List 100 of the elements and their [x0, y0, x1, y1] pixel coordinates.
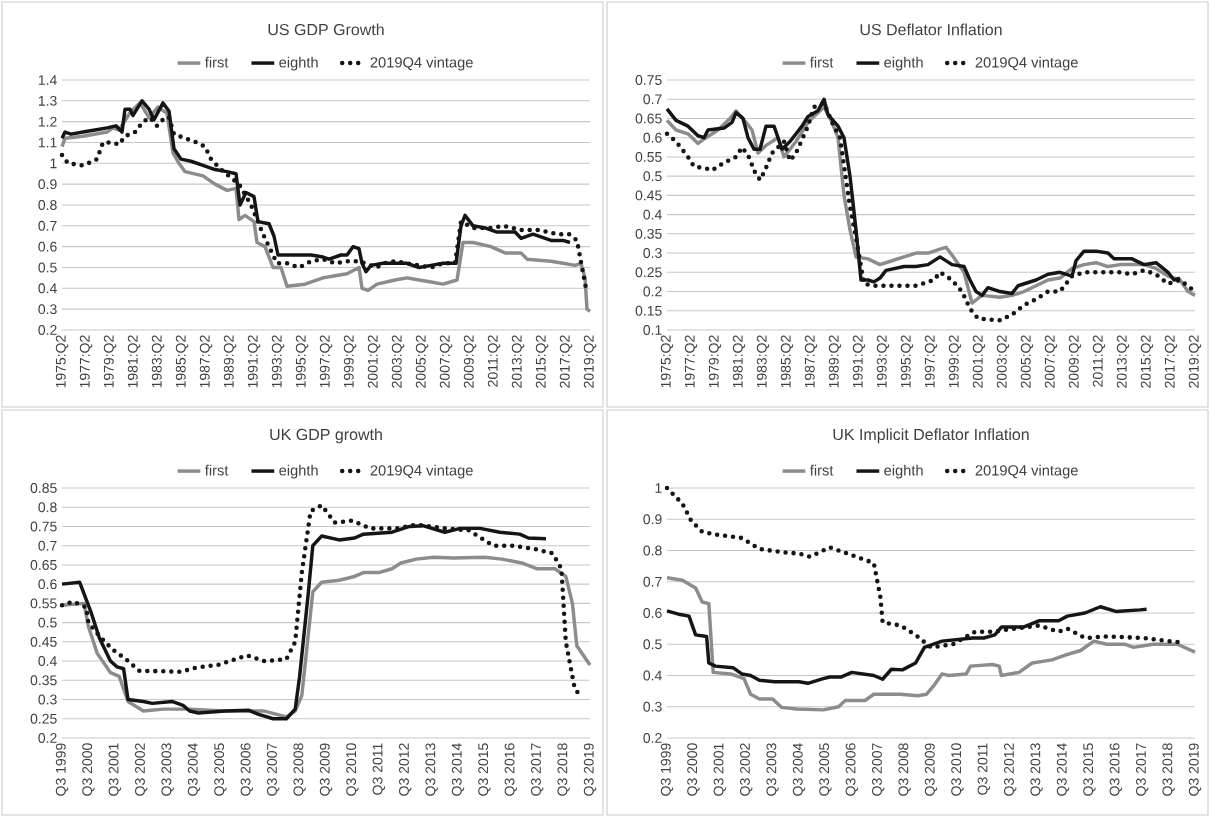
x-tick-label: 1999:Q2 — [948, 335, 962, 388]
x-tick-label: 2007:Q2 — [1044, 335, 1058, 388]
x-tick-label: 1995:Q2 — [900, 335, 914, 388]
legend-label: first — [205, 56, 229, 68]
y-tick-label: 1 — [50, 158, 57, 169]
x-tick-label: 1995:Q2 — [295, 335, 309, 388]
x-tick-label: Q3 2001 — [108, 743, 122, 796]
y-tick-label: 0.15 — [635, 305, 662, 316]
x-tick-label: Q3 2003 — [161, 743, 174, 796]
y-tick-label: 0.75 — [30, 521, 57, 532]
x-tick-label: 2003:Q2 — [391, 335, 405, 388]
y-tick-label: 0.85 — [30, 483, 57, 493]
y-tick-label: 0.8 — [38, 502, 57, 513]
x-tick-label: Q3 2004 — [187, 743, 201, 796]
x-tick-label: Q3 2010 — [346, 743, 359, 796]
y-tick-label: 0.35 — [30, 675, 57, 686]
x-tick-label: 2015:Q2 — [535, 335, 549, 388]
x-tick-label: 1975:Q2 — [55, 335, 69, 388]
y-tick-label: 1.1 — [38, 137, 57, 148]
y-tick-label: 0.6 — [643, 132, 662, 143]
x-tick-label: Q3 2002 — [740, 743, 753, 796]
y-tick-label: 0.2 — [643, 733, 662, 743]
y-tick-label: 0.2 — [38, 325, 57, 335]
x-tick-label: 2017:Q2 — [559, 335, 573, 388]
x-tick-label: 1999:Q2 — [343, 335, 357, 388]
y-tick-label: 1.2 — [38, 116, 57, 127]
x-tick-label: Q3 2011 — [372, 743, 386, 795]
x-tick-label: Q3 2013 — [425, 743, 438, 796]
x-tick-label: Q3 2001 — [713, 743, 727, 796]
y-tick-label: 0.9 — [38, 179, 57, 190]
x-tick-label: Q3 2014 — [451, 743, 465, 796]
x-tick-label: 1983:Q2 — [151, 335, 165, 388]
x-tick-label: 1989:Q2 — [828, 335, 842, 388]
y-tick-label: 0.75 — [635, 75, 662, 85]
x-tick-label: Q3 2000 — [687, 743, 700, 796]
y-tick-label: 0.3 — [38, 304, 57, 315]
y-tick-label: 0.6 — [38, 241, 57, 252]
y-tick-label: 0.7 — [38, 220, 57, 231]
x-tick-label: Q3 2005 — [214, 743, 227, 796]
y-tick-label: 1 — [655, 483, 662, 493]
x-tick-label: 1997:Q2 — [924, 335, 938, 388]
x-tick-label: 2013:Q2 — [1116, 335, 1130, 388]
y-tick-label: 0.3 — [38, 694, 57, 705]
legend-label: 2019Q4 vintage — [975, 56, 1078, 71]
chart-title: US GDP Growth — [268, 23, 384, 36]
y-tick-label: 0.5 — [38, 262, 57, 273]
y-tick-label: 0.4 — [643, 209, 662, 220]
x-tick-label: Q3 1999 — [55, 743, 69, 796]
x-tick-label: 2017:Q2 — [1164, 335, 1178, 388]
x-tick-label: Q3 2017 — [531, 743, 544, 796]
y-tick-label: 0.25 — [30, 713, 57, 724]
x-tick-label: Q3 2012 — [399, 743, 412, 796]
y-tick-label: 0.6 — [38, 579, 57, 590]
x-tick-label: 1993:Q2 — [876, 335, 890, 388]
legend-label: eighth — [279, 464, 318, 479]
x-tick-label: Q3 2000 — [82, 743, 95, 796]
legend-label: eighth — [884, 56, 923, 71]
x-tick-label: 1981:Q2 — [127, 335, 141, 388]
x-tick-label: Q3 2008 — [898, 743, 911, 796]
y-tick-label: 0.5 — [643, 171, 662, 182]
x-tick-label: 2011:Q2 — [487, 335, 501, 387]
x-tick-label: 1991:Q2 — [247, 335, 261, 388]
x-tick-label: 1989:Q2 — [223, 335, 237, 388]
x-tick-label: Q3 2003 — [766, 743, 779, 796]
y-tick-label: 0.3 — [643, 248, 662, 259]
legend-label: 2019Q4 vintage — [370, 464, 473, 479]
y-tick-label: 0.45 — [635, 190, 662, 201]
y-tick-label: 0.6 — [643, 608, 662, 618]
legend-label: first — [809, 464, 834, 476]
chart-title: US Deflator Inflation — [860, 23, 1002, 36]
y-tick-label: 0.2 — [643, 286, 662, 297]
y-tick-label: 0.9 — [643, 514, 662, 525]
y-tick-label: 0.8 — [643, 545, 662, 556]
x-tick-label: 2019:Q2 — [583, 335, 597, 388]
x-tick-label: Q3 2014 — [1056, 743, 1070, 796]
x-tick-label: 1987:Q2 — [199, 335, 213, 388]
legend-label: eighth — [279, 56, 318, 71]
legend-label: eighth — [884, 464, 923, 479]
x-tick-label: 1997:Q2 — [319, 335, 333, 388]
y-tick-label: 0.65 — [635, 113, 662, 124]
y-tick-label: 0.7 — [643, 94, 662, 105]
x-tick-label: 1985:Q2 — [175, 335, 189, 388]
x-tick-label: 2013:Q2 — [511, 335, 525, 388]
y-tick-label: 0.65 — [30, 559, 57, 570]
x-tick-label: Q3 2008 — [293, 743, 306, 796]
legend-label: 2019Q4 vintage — [975, 464, 1078, 479]
y-tick-label: 0.1 — [643, 325, 662, 335]
x-tick-label: 2005:Q2 — [1020, 335, 1034, 388]
x-tick-label: 2001:Q2 — [367, 335, 381, 388]
x-tick-label: Q3 2004 — [792, 743, 806, 796]
x-tick-label: 1991:Q2 — [852, 335, 866, 388]
x-tick-label: Q3 2011 — [977, 743, 990, 795]
x-tick-label: 2009:Q2 — [1068, 335, 1082, 388]
line-series — [665, 575, 1197, 712]
x-tick-label: Q3 2018 — [1162, 743, 1175, 796]
x-tick-label: Q3 2019 — [1188, 743, 1202, 796]
chart-title: UK GDP growth — [270, 428, 382, 444]
x-tick-label: 2007:Q2 — [439, 335, 453, 388]
x-tick-label: Q3 2013 — [1030, 743, 1043, 796]
x-tick-label: 1987:Q2 — [804, 335, 818, 388]
